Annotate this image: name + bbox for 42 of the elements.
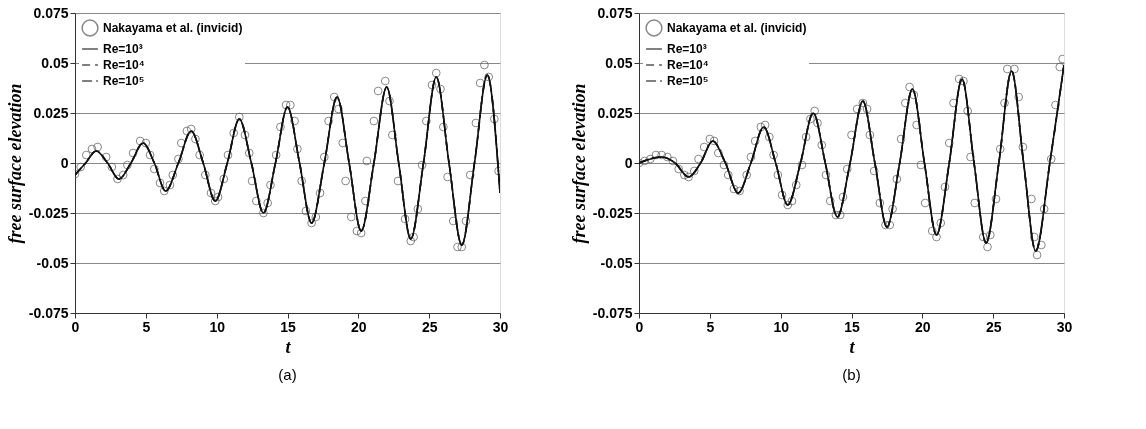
y-axis-title: free surface elevation [4, 83, 25, 244]
text: (b) [842, 366, 861, 383]
legend-label: Re=10⁵ [667, 74, 709, 88]
y-tick-label: 0.05 [605, 54, 633, 71]
x-tick-label: 15 [844, 318, 860, 335]
y-tick-label: -0.05 [600, 254, 633, 271]
legend-label: Nakayama et al. (invicid) [667, 21, 807, 35]
x-axis-title: t [285, 336, 292, 357]
y-tick-label: 0.025 [33, 104, 69, 121]
y-tick-label: 0.05 [41, 54, 69, 71]
y-tick-label: 0.075 [33, 4, 69, 21]
x-tick-label: 5 [706, 318, 715, 335]
x-tick-label: 25 [985, 318, 1002, 335]
x-tick-label: 5 [142, 318, 151, 335]
text: (a) [278, 366, 297, 383]
legend-label: Re=10⁴ [103, 58, 145, 72]
x-tick-label: 30 [492, 318, 509, 335]
x-tick-label: 20 [351, 318, 367, 335]
y-tick-label: 0.075 [597, 4, 633, 21]
x-tick-label: 0 [71, 318, 80, 335]
y-tick-label: 0 [624, 154, 633, 171]
y-tick-label: 0 [60, 154, 69, 171]
y-tick-label: -0.075 [592, 304, 633, 321]
legend-label: Nakayama et al. (invicid) [103, 21, 243, 35]
y-tick-label: -0.075 [28, 304, 69, 321]
y-axis-title: free surface elevation [568, 83, 589, 244]
legend-label: Re=10⁵ [103, 74, 145, 88]
x-tick-label: 10 [773, 318, 790, 335]
y-tick-label: 0.025 [597, 104, 633, 121]
legend-label: Re=10³ [103, 42, 143, 56]
y-tick-label: -0.05 [36, 254, 69, 271]
y-tick-label: -0.025 [28, 204, 69, 221]
y-tick-label: -0.025 [592, 204, 633, 221]
x-tick-label: 15 [280, 318, 296, 335]
legend-label: Re=10⁴ [667, 58, 709, 72]
x-tick-label: 25 [421, 318, 438, 335]
x-tick-label: 30 [1056, 318, 1073, 335]
legend-label: Re=10³ [667, 42, 707, 56]
x-tick-label: 0 [635, 318, 644, 335]
x-tick-label: 20 [915, 318, 931, 335]
x-tick-label: 10 [209, 318, 226, 335]
x-axis-title: t [849, 336, 856, 357]
